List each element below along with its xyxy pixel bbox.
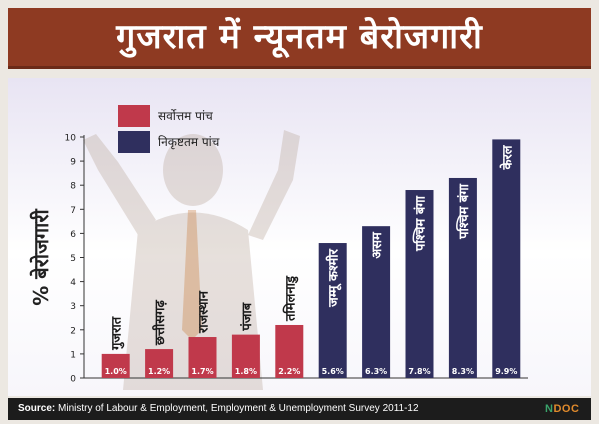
bar-category-label: असम bbox=[370, 231, 385, 259]
bar-category-label: केरल bbox=[499, 144, 515, 170]
bar-category-label: तमिलनाडु bbox=[282, 275, 298, 322]
bar-value-label: 6.3% bbox=[365, 367, 387, 376]
title-bar: गुजरात में न्यूनतम बेरोजगारी bbox=[8, 8, 591, 69]
bar-value-label: 5.6% bbox=[322, 367, 344, 376]
source-text: Ministry of Labour & Employment, Employm… bbox=[58, 403, 419, 414]
y-tick-label: 5 bbox=[70, 254, 76, 264]
y-tick-label: 0 bbox=[70, 375, 76, 385]
y-tick-label: 10 bbox=[65, 134, 77, 144]
bar bbox=[318, 243, 347, 378]
y-tick-label: 3 bbox=[70, 302, 76, 312]
bar-value-label: 1.0% bbox=[105, 367, 127, 376]
bar bbox=[145, 349, 174, 378]
y-tick-label: 6 bbox=[70, 230, 76, 240]
bar bbox=[362, 226, 391, 378]
bar-category-label: गुजरात bbox=[110, 316, 125, 351]
legend: सर्वोत्तम पांच निकृष्टतम पांच bbox=[118, 105, 220, 153]
bar-value-label: 1.7% bbox=[191, 367, 213, 376]
bar bbox=[405, 190, 434, 378]
bar-category-label: पंजाब bbox=[239, 302, 255, 331]
y-axis-title: % बेरोजगारी bbox=[29, 208, 53, 305]
legend-swatch bbox=[118, 131, 150, 153]
bar-value-label: 1.2% bbox=[148, 367, 170, 376]
bar bbox=[448, 177, 477, 378]
y-tick-label: 8 bbox=[70, 182, 76, 192]
bar bbox=[231, 334, 260, 378]
ndoc-logo: NDOC bbox=[545, 398, 579, 420]
y-tick-label: 2 bbox=[70, 326, 76, 336]
bar bbox=[492, 139, 521, 378]
logo-doc: DOC bbox=[553, 403, 580, 415]
y-tick-label: 9 bbox=[70, 158, 76, 168]
source-label: Source: bbox=[18, 403, 56, 414]
bar-category-label: पश्चिम बंगा bbox=[456, 183, 472, 240]
y-tick-label: 7 bbox=[70, 206, 76, 216]
bar-value-label: 8.3% bbox=[452, 367, 474, 376]
bar-value-label: 7.8% bbox=[408, 367, 430, 376]
bar bbox=[101, 353, 130, 378]
y-tick-label: 4 bbox=[70, 278, 76, 288]
legend-swatch bbox=[118, 105, 150, 127]
bar-value-label: 1.8% bbox=[235, 367, 257, 376]
bar-category-label: जम्मू कश्मीर bbox=[326, 248, 342, 307]
bar bbox=[275, 324, 304, 378]
legend-label: निकृष्टतम पांच bbox=[158, 135, 220, 150]
bar-value-label: 9.9% bbox=[495, 367, 517, 376]
footer-bar: Source: Ministry of Labour & Employment,… bbox=[8, 398, 591, 420]
bar-category-label: छत्तीसगढ़ bbox=[152, 300, 168, 347]
source-note: Source: Ministry of Labour & Employment,… bbox=[18, 398, 419, 420]
y-tick-label: 1 bbox=[70, 350, 76, 360]
bar bbox=[188, 337, 217, 378]
bar-category-label: पश्चिम बंगा bbox=[413, 195, 429, 252]
logo-n: N bbox=[545, 403, 554, 415]
bars: 1.0% गुजरात 1.2% छत्तीसगढ़ 1.7% राजस्थान 1.8% प… bbox=[101, 139, 521, 378]
legend-label: सर्वोत्तम पांच bbox=[158, 109, 213, 123]
bar-value-label: 2.2% bbox=[278, 367, 300, 376]
chart-title: गुजरात में न्यूनतम बेरोजगारी bbox=[116, 17, 483, 57]
bar-category-label: राजस्थान bbox=[197, 290, 212, 334]
